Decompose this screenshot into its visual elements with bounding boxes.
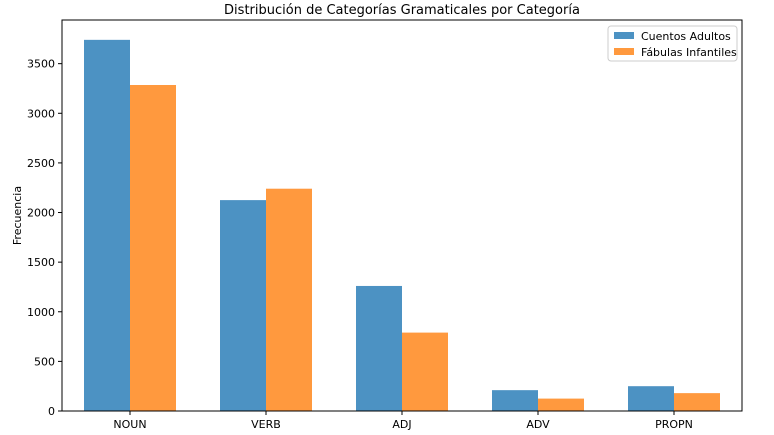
y-tick-label: 1500 bbox=[27, 256, 55, 269]
y-axis: 0 500 1000 1500 2000 2500 3000 3500 bbox=[27, 58, 62, 418]
bar-noun-fabulas-infantiles bbox=[130, 85, 176, 411]
bar-adv-fabulas-infantiles bbox=[538, 398, 584, 411]
bar-noun-cuentos-adultos bbox=[84, 39, 130, 411]
legend-label: Fábulas Infantiles bbox=[641, 46, 737, 59]
bar-adj-cuentos-adultos bbox=[356, 285, 402, 411]
legend: Cuentos Adultos Fábulas Infantiles bbox=[607, 25, 738, 62]
y-tick-label: 500 bbox=[34, 355, 55, 368]
x-tick-label-adv: ADV bbox=[526, 418, 550, 431]
bar-verb-fabulas-infantiles bbox=[266, 188, 312, 411]
y-tick-label: 1000 bbox=[27, 306, 55, 319]
chart-title: Distribución de Categorías Gramaticales … bbox=[224, 3, 580, 18]
x-tick-label-propn: PROPN bbox=[655, 418, 693, 431]
legend-label: Cuentos Adultos bbox=[641, 30, 731, 43]
bar-propn-fabulas-infantiles bbox=[674, 393, 720, 411]
plot-frame bbox=[61, 19, 743, 412]
y-tick-label: 2500 bbox=[27, 157, 55, 170]
x-tick-label-adj: ADJ bbox=[392, 418, 411, 431]
x-axis: NOUN VERB ADJ ADV PROPN bbox=[113, 411, 693, 431]
legend-swatch bbox=[614, 32, 634, 39]
bar-propn-cuentos-adultos bbox=[628, 386, 674, 411]
y-tick-label: 2000 bbox=[27, 207, 55, 220]
x-tick-label-noun: NOUN bbox=[113, 418, 146, 431]
y-axis-title: Frecuencia bbox=[11, 186, 24, 245]
x-tick-label-verb: VERB bbox=[251, 418, 281, 431]
y-tick-label: 3000 bbox=[27, 107, 55, 120]
bar-adv-cuentos-adultos bbox=[492, 390, 538, 411]
y-tick-label: 0 bbox=[48, 405, 55, 418]
y-tick-label: 3500 bbox=[27, 58, 55, 71]
bar-adj-fabulas-infantiles bbox=[402, 332, 448, 411]
bars-group bbox=[84, 39, 720, 411]
bar-verb-cuentos-adultos bbox=[220, 200, 266, 411]
legend-swatch bbox=[614, 48, 634, 55]
legend-box bbox=[607, 25, 738, 62]
